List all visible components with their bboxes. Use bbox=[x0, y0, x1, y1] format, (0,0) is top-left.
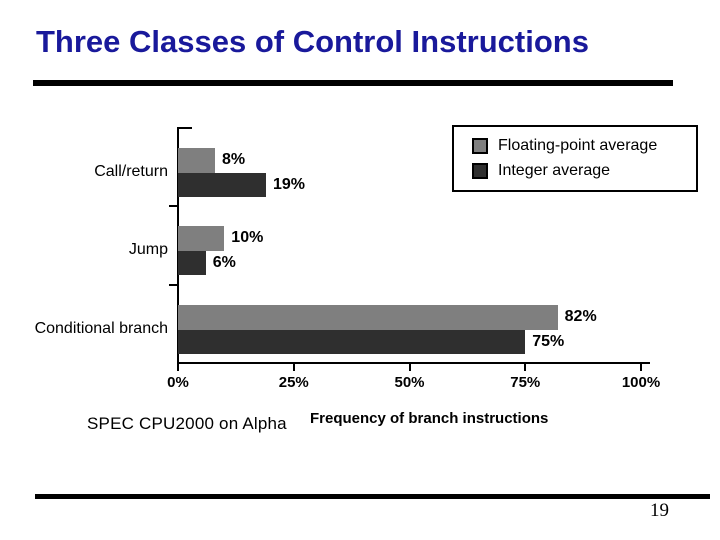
title-divider bbox=[33, 80, 673, 86]
y-axis-tick bbox=[178, 127, 192, 129]
chart-legend: Floating-point average Integer average bbox=[452, 125, 698, 192]
page-title: Three Classes of Control Instructions bbox=[36, 24, 589, 59]
bar bbox=[178, 226, 225, 252]
x-axis-title: Frequency of branch instructions bbox=[310, 410, 549, 427]
bar-value-label: 82% bbox=[564, 307, 597, 325]
x-axis-line bbox=[177, 362, 650, 364]
legend-swatch bbox=[472, 138, 488, 154]
bar-value-label: 75% bbox=[532, 332, 565, 350]
legend-swatch bbox=[472, 163, 488, 179]
bar-value-label: 19% bbox=[272, 176, 305, 193]
bar bbox=[178, 251, 206, 276]
bar-value-label: 8% bbox=[222, 151, 246, 168]
footer-divider bbox=[35, 494, 710, 499]
page-number: 19 bbox=[650, 500, 669, 521]
x-tick-label: 75% bbox=[510, 374, 541, 391]
bar bbox=[178, 329, 526, 354]
x-tick-label: 0% bbox=[167, 374, 189, 391]
category-label: Conditional branch bbox=[34, 319, 168, 337]
bar bbox=[178, 148, 216, 173]
x-axis-tick bbox=[524, 362, 527, 371]
footnote: SPEC CPU2000 on Alpha bbox=[87, 414, 287, 433]
x-axis-tick bbox=[408, 362, 411, 371]
bar-value-label: 10% bbox=[231, 229, 264, 247]
y-axis-tick bbox=[169, 205, 178, 208]
x-axis-tick bbox=[177, 362, 179, 371]
category-label: Jump bbox=[128, 241, 168, 259]
y-axis-tick bbox=[169, 283, 178, 286]
legend-item: Integer average bbox=[472, 162, 696, 180]
bar bbox=[178, 173, 266, 197]
legend-label: Integer average bbox=[498, 162, 611, 179]
legend-label: Floating-point average bbox=[498, 137, 658, 154]
bar bbox=[178, 304, 558, 330]
x-axis-tick bbox=[292, 362, 295, 371]
x-tick-label: 25% bbox=[278, 374, 309, 391]
x-tick-label: 100% bbox=[621, 374, 661, 391]
bar-value-label: 6% bbox=[212, 254, 236, 272]
x-tick-label: 50% bbox=[394, 374, 425, 391]
x-axis-tick bbox=[640, 362, 642, 371]
legend-item: Floating-point average bbox=[472, 137, 696, 155]
category-label: Call/return bbox=[94, 163, 168, 180]
